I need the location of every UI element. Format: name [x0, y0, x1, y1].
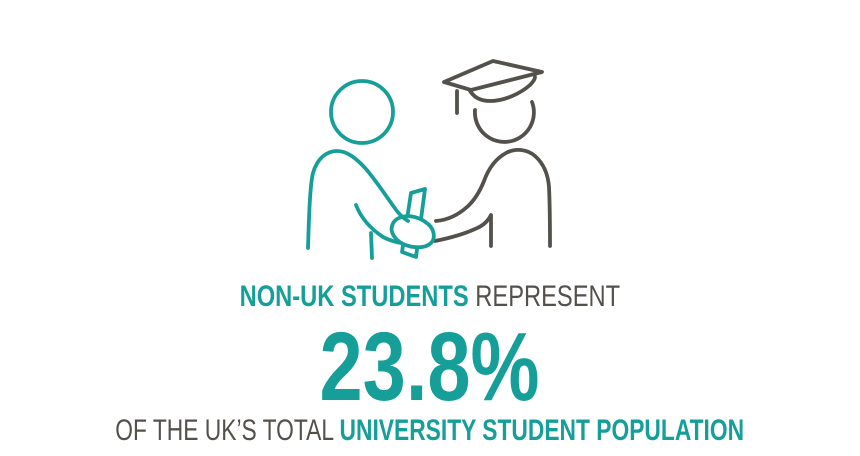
- presenter-head-icon: [329, 79, 395, 145]
- stat-value: 23.8%: [319, 312, 541, 421]
- graduation-handshake-icon: [290, 45, 560, 265]
- stat-value-line: 23.8%: [0, 318, 860, 415]
- stat-subline-text: OF THE UK’S TOTAL UNIVERSITY STUDENT POP…: [116, 416, 745, 446]
- presenter-body-icon: [306, 149, 410, 250]
- presenter-arm-icon: [354, 203, 403, 245]
- mortarboard-icon: [442, 59, 544, 92]
- headline-highlight: NON-UK STUDENTS: [239, 280, 469, 313]
- stat-subline: OF THE UK’S TOTAL UNIVERSITY STUDENT POP…: [0, 416, 860, 446]
- presenter-hand-icon: [389, 214, 436, 250]
- subline-rest: OF THE UK’S TOTAL: [115, 414, 340, 447]
- subline-highlight: UNIVERSITY STUDENT POPULATION: [339, 414, 745, 447]
- stat-headline-text: NON-UK STUDENTS REPRESENT: [240, 282, 621, 312]
- graduate-figure: [433, 59, 552, 248]
- graduate-head-icon: [473, 100, 536, 144]
- cap-band-icon: [467, 75, 537, 103]
- graduation-handshake-svg: [306, 59, 552, 260]
- headline-rest: REPRESENT: [468, 280, 621, 313]
- presenter-figure: [306, 79, 436, 260]
- graduate-body-icon: [434, 148, 552, 248]
- graduate-arm-icon: [433, 213, 493, 248]
- presenter-torso-line: [369, 231, 374, 260]
- stat-headline: NON-UK STUDENTS REPRESENT: [0, 282, 860, 312]
